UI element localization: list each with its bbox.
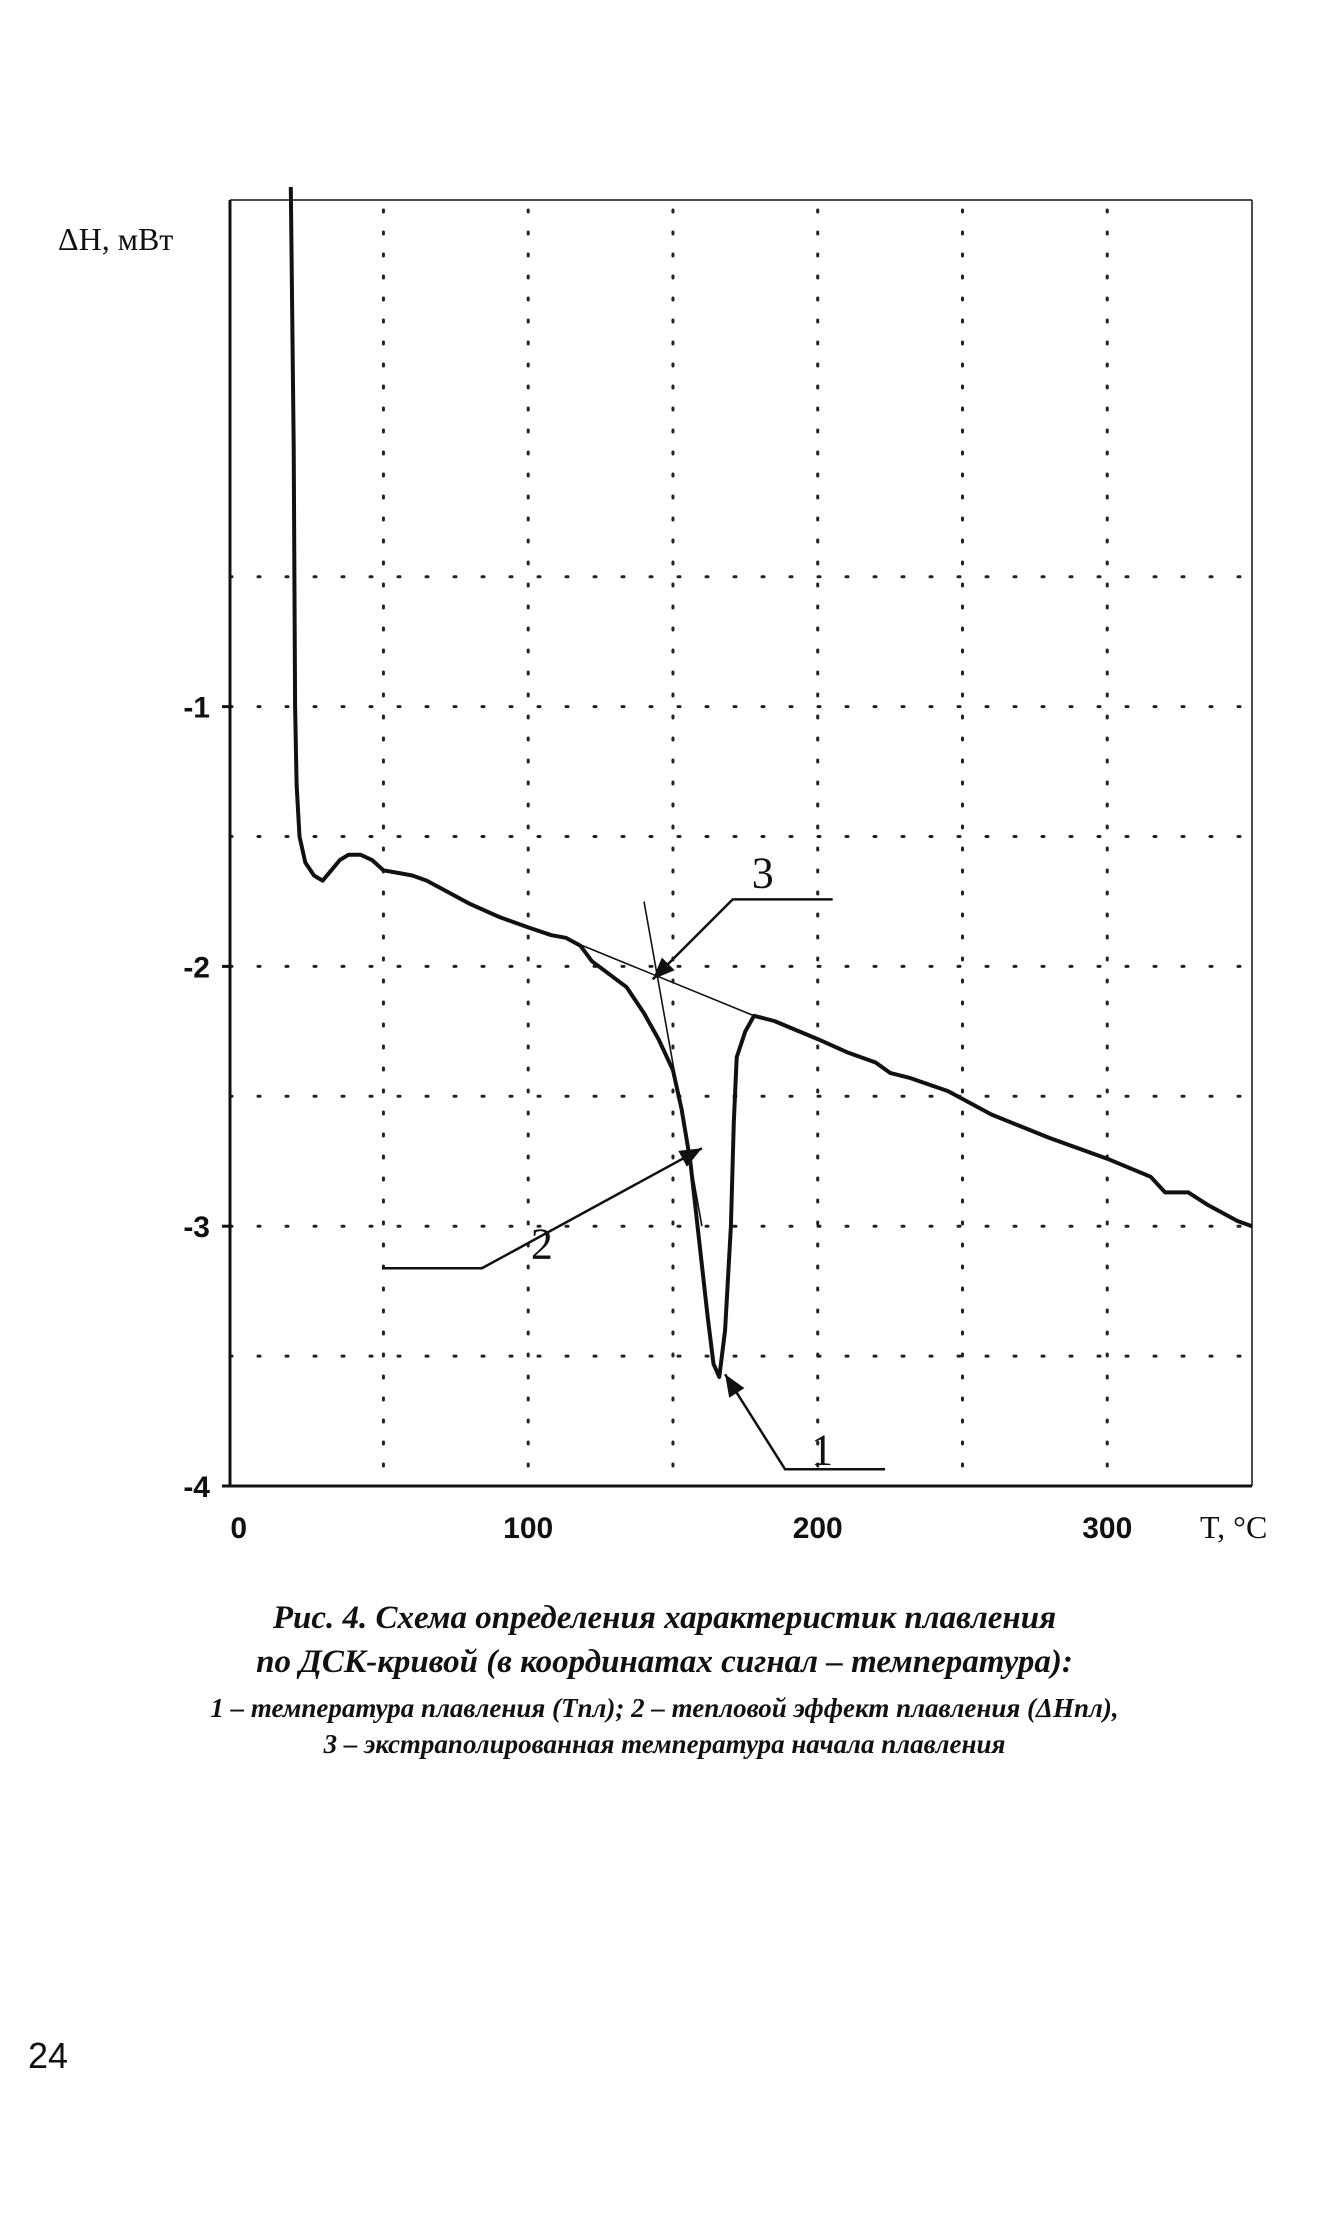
y-tick-label: -1 [183,692,210,725]
marker-leader-3 [651,898,833,981]
x-tick-label: 300 [1082,1512,1132,1545]
marker-number-2: 2 [531,1219,553,1268]
marker-leader-2 [381,1147,703,1270]
dsc-chart: -1 -2 -3 -4 0 100 200 300 ΔH, мВт T, °C 1 2 3 [58,186,1267,1545]
dsc-curve [288,186,1253,1379]
caption-legend-line-1: 1 – температура плавления (Tпл); 2 – теп… [210,1693,1119,1723]
marker-number-1: 1 [811,1425,833,1474]
page-number: 24 [28,2035,69,2076]
dsc-curve-layer [288,186,1253,1379]
y-axis-label: ΔH, мВт [58,221,173,257]
x-tick-label: 0 [230,1512,247,1545]
y-tick-label: -2 [183,951,210,984]
x-axis-label: T, °C [1200,1509,1267,1545]
marker-arrowhead-2 [678,1148,702,1167]
marker-arrowhead-1 [725,1374,745,1398]
callout-markers: 1 2 3 [381,848,886,1474]
x-tick-label: 200 [793,1512,843,1545]
caption-legend-line-2: 3 – экстраполированная температура начал… [323,1729,1006,1759]
chart-grid [228,208,1254,1488]
y-tick-label: -3 [183,1211,210,1244]
marker-arrowhead-3 [652,957,675,980]
caption-title-line-1: Рис. 4. Схема определения характеристик … [272,1600,1057,1636]
x-tick-label: 100 [503,1512,553,1545]
figure-caption-legend: 1 – температура плавления (Tпл); 2 – теп… [0,1690,1329,1762]
figure-caption-title: Рис. 4. Схема определения характеристик … [0,1596,1329,1684]
y-tick-label: -4 [183,1471,210,1504]
chart-axes [228,199,1253,1488]
marker-number-3: 3 [752,848,774,897]
marker-leader-1 [724,1373,886,1471]
caption-title-line-2: по ДСК-кривой (в координатах сигнал – те… [256,1644,1073,1680]
construction-lines [556,901,755,1227]
tick-labels: -1 -2 -3 -4 0 100 200 300 [183,692,1132,1545]
